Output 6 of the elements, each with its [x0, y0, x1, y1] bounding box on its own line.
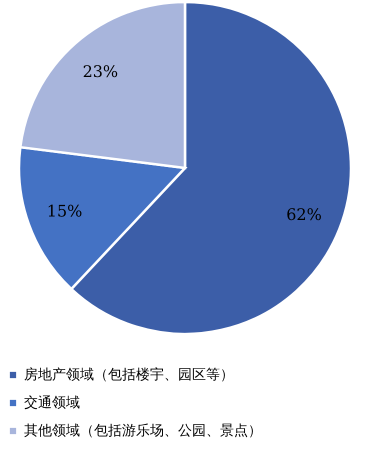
legend-label: 房地产领域（包括楼宇、园区等） [24, 367, 234, 383]
data-label: 62% [286, 205, 322, 224]
data-label: 15% [46, 201, 82, 220]
legend-label: 其他领域（包括游乐场、公园、景点） [24, 423, 262, 439]
data-label: 23% [82, 62, 118, 81]
legend-label: 交通领域 [24, 395, 80, 411]
